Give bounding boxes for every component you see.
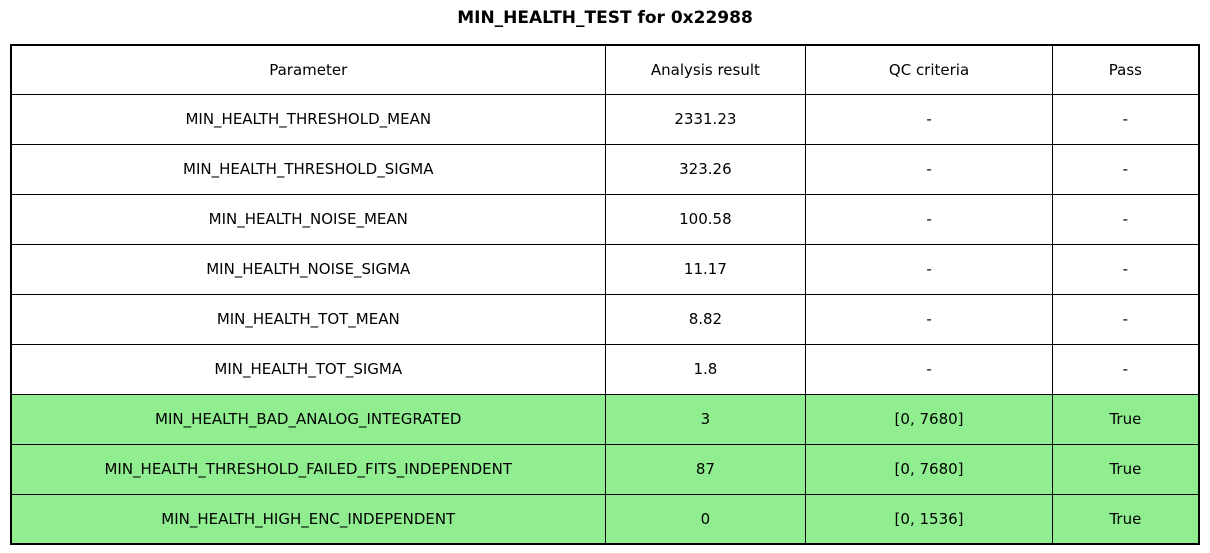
cell-pass: -	[1051, 293, 1200, 345]
column-header-analysis-result: Analysis result	[604, 44, 807, 95]
table-row: MIN_HEALTH_THRESHOLD_FAILED_FITS_INDEPEN…	[10, 443, 1200, 495]
cell-parameter: MIN_HEALTH_THRESHOLD_MEAN	[10, 93, 606, 145]
cell-qc-criteria: -	[805, 343, 1053, 395]
cell-parameter: MIN_HEALTH_THRESHOLD_FAILED_FITS_INDEPEN…	[10, 443, 606, 495]
cell-qc-criteria: -	[805, 193, 1053, 245]
cell-analysis-result: 100.58	[604, 193, 807, 245]
page-title: MIN_HEALTH_TEST for 0x22988	[457, 8, 753, 28]
cell-analysis-result: 0	[604, 493, 807, 545]
table-row: MIN_HEALTH_NOISE_MEAN 100.58- -	[10, 193, 1200, 245]
table-row: MIN_HEALTH_BAD_ANALOG_INTEGRATED 3 [0, 768…	[10, 393, 1200, 445]
cell-parameter: MIN_HEALTH_HIGH_ENC_INDEPENDENT	[10, 493, 606, 545]
cell-parameter: MIN_HEALTH_THRESHOLD_SIGMA	[10, 143, 606, 195]
cell-parameter: MIN_HEALTH_BAD_ANALOG_INTEGRATED	[10, 393, 606, 445]
column-header-parameter: Parameter	[10, 44, 606, 95]
table-row: MIN_HEALTH_HIGH_ENC_INDEPENDENT 0 [0, 1536…	[10, 493, 1200, 545]
cell-parameter: MIN_HEALTH_TOT_SIGMA	[10, 343, 606, 395]
table-row: MIN_HEALTH_TOT_MEAN 8.82- -	[10, 293, 1200, 345]
cell-pass: True	[1051, 493, 1200, 545]
cell-analysis-result: 87	[604, 443, 807, 495]
cell-parameter: MIN_HEALTH_NOISE_MEAN	[10, 193, 606, 245]
cell-qc-criteria: -	[805, 143, 1053, 195]
column-header-qc-criteria: QC criteria	[805, 44, 1053, 95]
cell-analysis-result: 2331.23	[604, 93, 807, 145]
cell-analysis-result: 3	[604, 393, 807, 445]
cell-qc-criteria: -	[805, 243, 1053, 295]
cell-pass: True	[1051, 443, 1200, 495]
cell-analysis-result: 8.82	[604, 293, 807, 345]
table-body: MIN_HEALTH_THRESHOLD_MEAN 2331.23- - MIN_HE…	[10, 93, 1200, 545]
cell-pass: -	[1051, 143, 1200, 195]
cell-parameter: MIN_HEALTH_NOISE_SIGMA	[10, 243, 606, 295]
table-header-row: Parameter Analysis result QC criteria Pa…	[10, 44, 1200, 95]
cell-qc-criteria: [0, 7680]	[805, 443, 1053, 495]
table-row: MIN_HEALTH_THRESHOLD_MEAN 2331.23- -	[10, 93, 1200, 145]
cell-analysis-result: 323.26	[604, 143, 807, 195]
cell-pass: -	[1051, 93, 1200, 145]
cell-pass: -	[1051, 193, 1200, 245]
cell-parameter: MIN_HEALTH_TOT_MEAN	[10, 293, 606, 345]
table-row: MIN_HEALTH_NOISE_SIGMA 11.17- -	[10, 243, 1200, 295]
table-row: MIN_HEALTH_TOT_SIGMA 1.8- -	[10, 343, 1200, 395]
cell-qc-criteria: [0, 1536]	[805, 493, 1053, 545]
column-header-pass: Pass	[1051, 44, 1200, 95]
cell-pass: -	[1051, 243, 1200, 295]
cell-analysis-result: 1.8	[604, 343, 807, 395]
cell-qc-criteria: -	[805, 293, 1053, 345]
cell-analysis-result: 11.17	[604, 243, 807, 295]
cell-qc-criteria: [0, 7680]	[805, 393, 1053, 445]
qc-results-table: Parameter Analysis result QC criteria Pa…	[10, 44, 1200, 545]
table-row: MIN_HEALTH_THRESHOLD_SIGMA 323.26- -	[10, 143, 1200, 195]
cell-qc-criteria: -	[805, 93, 1053, 145]
cell-pass: True	[1051, 393, 1200, 445]
cell-pass: -	[1051, 343, 1200, 395]
